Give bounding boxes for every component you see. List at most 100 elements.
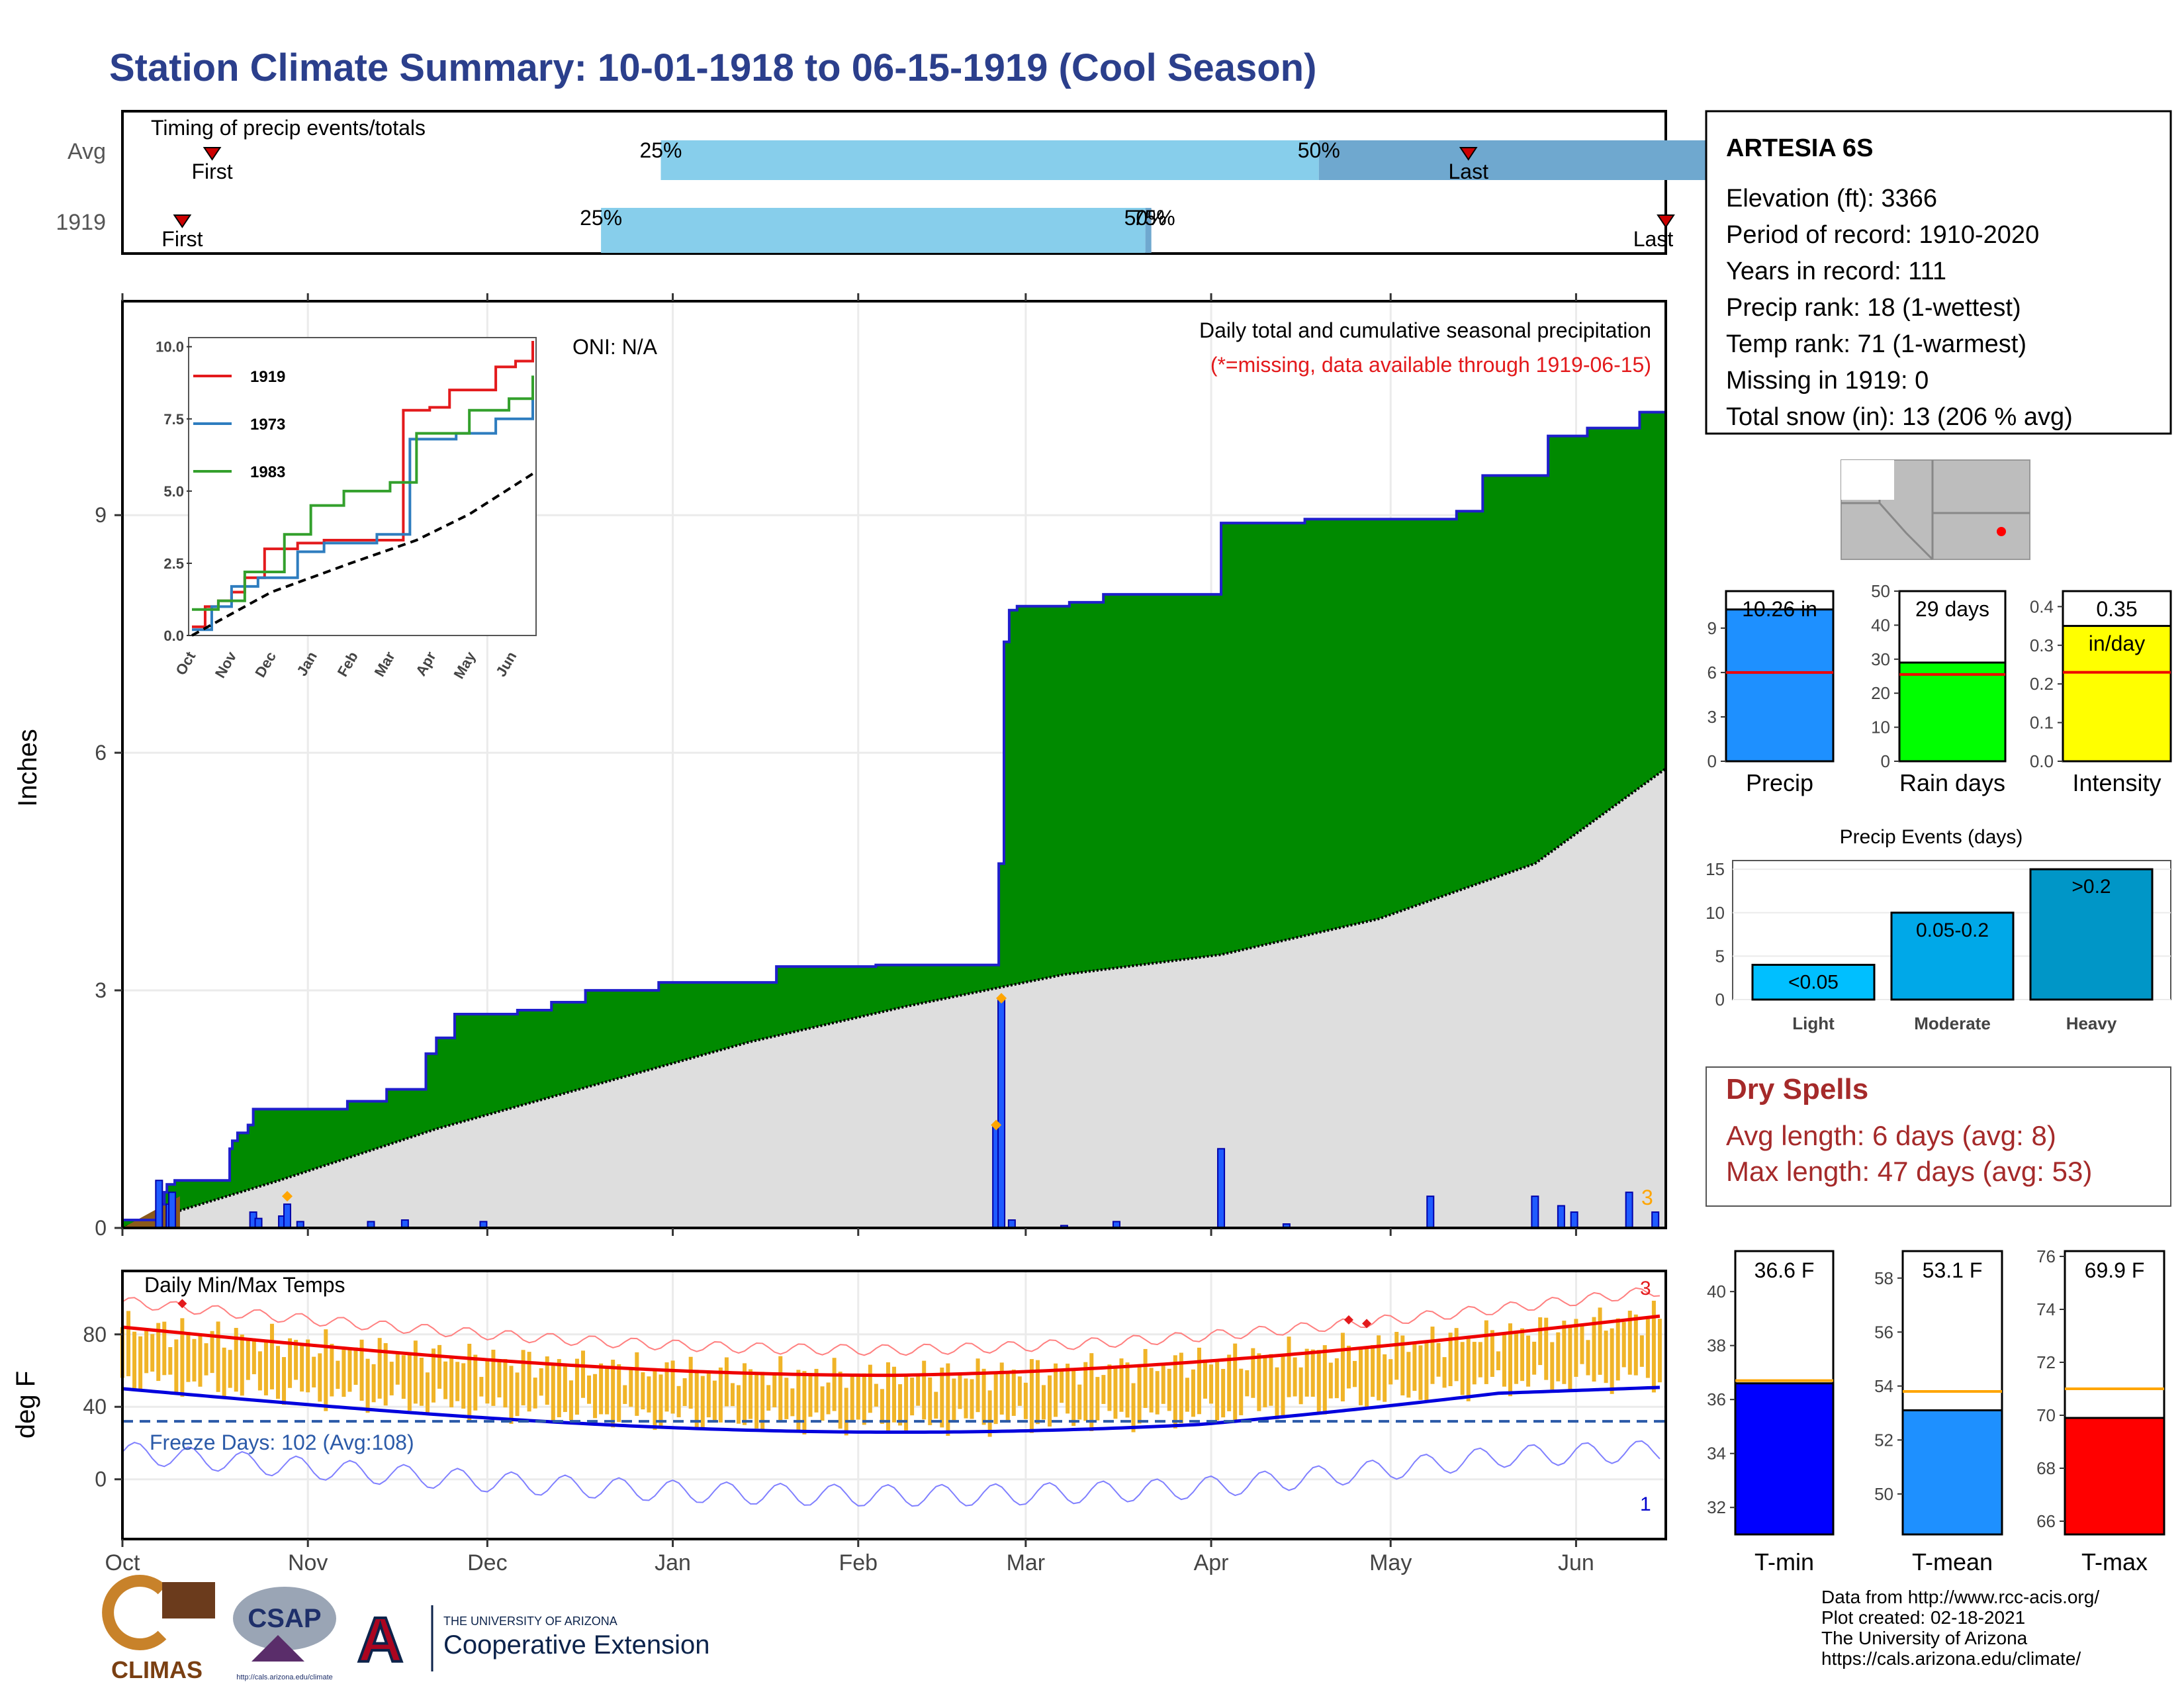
daily-temp-range-bar: [1400, 1335, 1405, 1395]
daily-temp-range-bar: [629, 1368, 633, 1407]
daily-temp-range-bar: [754, 1374, 759, 1429]
location-map: [1841, 459, 2030, 561]
daily-temp-range-bar: [1011, 1369, 1016, 1416]
daily-temp-range-bar: [1101, 1375, 1106, 1404]
daily-temp-range-bar: [1298, 1367, 1303, 1405]
precip-y-axis-label: Inches: [13, 729, 42, 807]
daily-temp-range-bar: [150, 1334, 155, 1372]
event-bar-name-0: <0.05: [1788, 972, 1839, 994]
daily-temp-range-bar: [1478, 1342, 1482, 1378]
ua-block-a: A: [357, 1605, 403, 1675]
daily-temp-range-bar: [210, 1331, 214, 1374]
daily-temp-range-bar: [772, 1374, 777, 1407]
station-details: Elevation (ft): 3366 Period of record: 19…: [1726, 185, 2073, 431]
daily-temp-range-bar: [617, 1364, 621, 1423]
daily-temp-range-bar: [1490, 1330, 1494, 1377]
daily-temp-range-bar: [952, 1378, 956, 1421]
bar-panel-tick-label-0-2: 6: [1707, 663, 1717, 682]
daily-temp-range-bar: [186, 1332, 191, 1382]
daily-temp-range-bar: [730, 1383, 735, 1407]
daily-temp-range-bar: [940, 1367, 944, 1428]
climas-swirl: [102, 1575, 167, 1650]
daily-temp-range-bar: [1048, 1375, 1052, 1427]
daily-temp-range-bar: [1029, 1359, 1034, 1433]
climas-logo: CLIMAS: [102, 1575, 215, 1683]
daily-temp-range-bar: [126, 1311, 131, 1377]
timing-p75-label-1: 75%: [1133, 206, 1175, 230]
daily-temp-range-bar: [1604, 1331, 1608, 1383]
timing-row-label-avg: Avg: [68, 139, 106, 164]
precip-corner-count: 3: [1641, 1186, 1653, 1209]
daily-temp-range-bar: [1454, 1328, 1459, 1382]
daily-temp-range-bar: [132, 1331, 137, 1391]
station-info-box: ARTESIA 6S Elevation (ft): 3366 Period of…: [1705, 110, 2172, 435]
daily-temp-range-bar: [1514, 1333, 1519, 1384]
daily-temp-range-bar: [580, 1350, 585, 1398]
daily-temp-range-bar: [1574, 1319, 1578, 1377]
daily-temp-range-bar: [736, 1385, 741, 1424]
daily-temp-range-bar: [593, 1374, 598, 1419]
precip-panel-border: [121, 300, 1667, 1229]
last-event-marker-0: [1459, 147, 1478, 161]
daily-temp-range-bar: [198, 1335, 203, 1387]
bar-panel-tick-label-1-5: 50: [1871, 581, 1890, 601]
inset-legend-label-2: 1983: [250, 463, 285, 481]
daily-temp-range-bar: [1131, 1383, 1136, 1432]
daily-temp-range-bar: [419, 1357, 424, 1406]
ua-large-text: Cooperative Extension: [443, 1630, 709, 1660]
daily-temp-range-bar: [1508, 1323, 1512, 1397]
daily-temp-range-bar: [204, 1343, 208, 1376]
daily-temp-range-bar: [1203, 1359, 1208, 1399]
temp-bar-value-0: [1734, 1382, 1835, 1536]
daily-temp-range-bar: [1149, 1368, 1154, 1413]
daily-temp-range-bar: [886, 1362, 890, 1432]
daily-temp-range-bar: [509, 1366, 514, 1424]
daily-temp-range-bar: [784, 1378, 789, 1419]
daily-temp-range-bar: [1346, 1345, 1351, 1389]
daily-temp-range-bar: [1657, 1319, 1662, 1383]
temp-bar-tick-label-2-3: 72: [2036, 1352, 2056, 1372]
daily-temp-range-bar: [868, 1364, 872, 1413]
bar-panel-tick-label-0-3: 9: [1707, 618, 1717, 638]
temp-bar-tick-label-1-4: 58: [1874, 1268, 1893, 1288]
inset-ytick-label-1: 2.5: [163, 555, 184, 572]
daily-temp-range-bar: [1502, 1333, 1506, 1387]
daily-temp-range-bar: [395, 1354, 400, 1385]
daily-temp-range-bar: [341, 1347, 346, 1397]
daily-temp-range-bar: [1041, 1385, 1046, 1420]
daily-temp-range-bar: [778, 1356, 783, 1421]
daily-temp-range-bar: [1484, 1320, 1488, 1384]
temp-panel-border: [121, 1270, 1667, 1540]
daily-temp-range-bar: [563, 1366, 567, 1413]
daily-temp-range-bar: [706, 1372, 711, 1418]
bar-panel-label-0: Precip: [1746, 769, 1813, 796]
station-location-dot: [1997, 527, 2006, 536]
dry-spells-frame: [1706, 1066, 2171, 1207]
daily-temp-range-bar: [749, 1369, 753, 1419]
daily-temp-range-bar: [1209, 1364, 1214, 1404]
daily-temp-range-bar: [318, 1353, 322, 1402]
daily-temp-range-bar: [222, 1347, 226, 1398]
last-event-label-1: Last: [1633, 227, 1674, 251]
daily-temp-range-bar: [832, 1358, 837, 1411]
event-bar-0: [1751, 964, 1876, 1001]
daily-temp-range-bar: [377, 1338, 382, 1399]
climas-mark: [162, 1582, 215, 1618]
daily-temp-range-bar: [1394, 1332, 1399, 1380]
bar-panel-tick-label-2-1: 0.1: [2030, 713, 2054, 733]
daily-temp-range-bar: [144, 1329, 149, 1374]
daily-temp-range-bar: [743, 1363, 747, 1425]
timing-panel: Timing of precip events/totals Avg 1919 …: [56, 110, 1821, 255]
daily-temp-range-bar: [605, 1368, 610, 1415]
temp-ytick-label-0: 0: [95, 1468, 107, 1491]
daily-temp-range-bar: [599, 1363, 604, 1415]
daily-temp-range-bar: [473, 1354, 478, 1411]
daily-temp-range-bar: [1310, 1349, 1315, 1397]
daily-temp-range-bar: [551, 1364, 555, 1422]
bar-panel-tick-label-0-1: 3: [1707, 707, 1717, 727]
daily-temp-range-bar: [1083, 1362, 1088, 1421]
daily-temp-range-bar: [228, 1350, 232, 1388]
month-label-8: Jun: [1558, 1550, 1594, 1575]
event-bar-1: [1890, 912, 2015, 1001]
